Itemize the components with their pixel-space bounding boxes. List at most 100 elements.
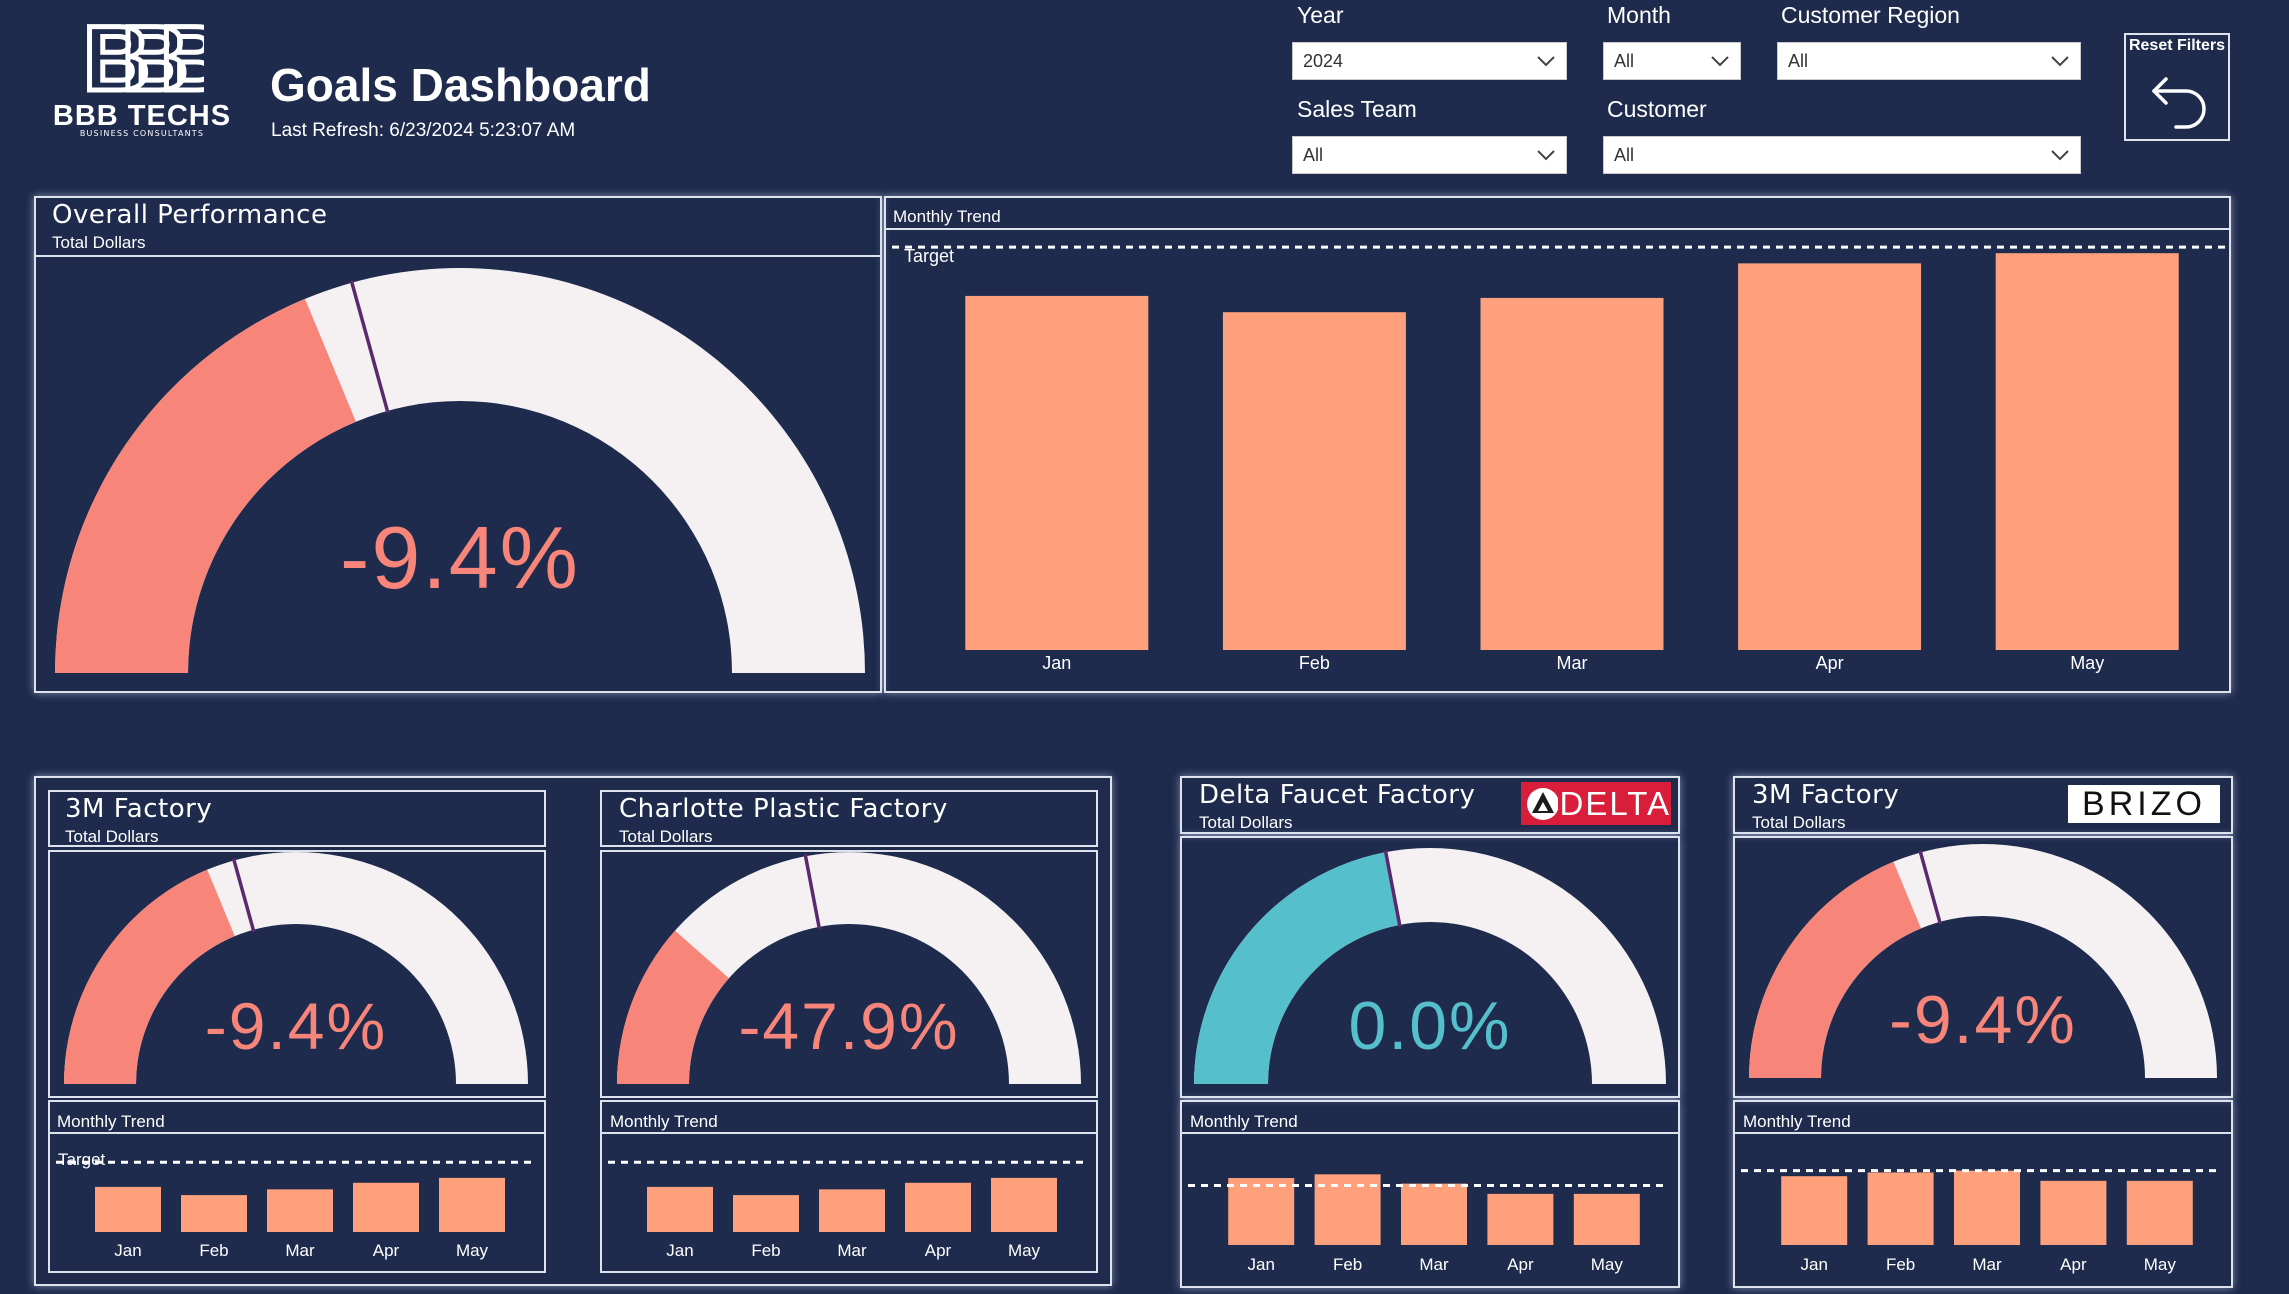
factory-2-gauge-card (600, 850, 1098, 1098)
sales-team-value: All (1303, 144, 1324, 165)
factory-group-card (34, 776, 1112, 1286)
target-label: Target (904, 246, 954, 266)
trend-axis-label: Apr (925, 1241, 952, 1260)
divider (34, 255, 882, 257)
factory-2-trend-card (600, 1100, 1098, 1273)
divider (48, 1132, 546, 1134)
factory-4-title: 3M Factory (1752, 780, 1900, 810)
trend-bar (95, 1186, 161, 1232)
gauge-percent-label: -9.4% (205, 989, 387, 1063)
gauge-percent-label: 0.0% (1349, 988, 1512, 1064)
trend-bar (819, 1189, 885, 1232)
gauge-percent-label: -47.9% (738, 989, 959, 1063)
trend-bar (1738, 263, 1922, 650)
logo-monogram: BBB (83, 8, 204, 100)
last-refresh: Last Refresh: 6/23/2024 5:23:07 AM (271, 120, 576, 141)
gauge-target-marker (349, 280, 390, 414)
trend-bar (733, 1195, 799, 1232)
trend-bar (1867, 1172, 1934, 1245)
trend-bar (267, 1189, 333, 1232)
customer-value: All (1614, 144, 1635, 165)
trend-axis-label: Feb (751, 1241, 780, 1260)
page-title: Goals Dashboard (270, 59, 651, 111)
gauge-target-marker (1383, 849, 1402, 928)
month-dropdown[interactable]: All (1603, 42, 1741, 80)
factory-2-gauge: -47.9% (617, 852, 1081, 1084)
factory-3-gauge-card (1180, 836, 1680, 1098)
divider (1733, 1132, 2233, 1134)
trend-axis-label: May (456, 1241, 489, 1260)
reset-filters-label: Reset Filters (2128, 37, 2226, 54)
factory-3-gauge: 0.0% (1194, 848, 1666, 1084)
chevron-down-icon (2040, 43, 2080, 79)
trend-axis-label: Mar (1972, 1255, 2002, 1274)
factory-1-trend-title: Monthly Trend (57, 1112, 165, 1131)
chevron-down-icon (1526, 137, 1566, 173)
sales-team-dropdown[interactable]: All (1292, 136, 1567, 174)
trend-bar (1228, 1178, 1295, 1245)
trend-axis-label: Jan (1042, 653, 1071, 673)
trend-bar (2126, 1180, 2193, 1245)
factory-4-header (1733, 776, 2233, 834)
month-label: Month (1607, 2, 1671, 28)
trend-bar (1222, 312, 1406, 650)
factory-3-trend-title: Monthly Trend (1190, 1112, 1298, 1131)
chevron-down-icon (2040, 137, 2080, 173)
factory-1-title: 3M Factory (65, 794, 213, 824)
sales-team-label: Sales Team (1297, 96, 1417, 122)
overall-trend-title: Monthly Trend (893, 207, 1001, 226)
logo-tagline: BUSINESS CONSULTANTS (79, 129, 205, 138)
trend-bar (905, 1182, 971, 1232)
trend-axis-label: Apr (373, 1241, 400, 1260)
gauge-percent-label: -9.4% (1889, 982, 2077, 1058)
trend-axis-label: Feb (1299, 653, 1330, 673)
trend-bar (1781, 1176, 1848, 1245)
factory-2-trend-plot: Jan Feb Mar Apr May (608, 1160, 1084, 1260)
reset-filters-button[interactable]: Reset Filters (2124, 33, 2230, 141)
customer-region-value: All (1788, 50, 1809, 71)
factory-3-header (1180, 776, 1680, 834)
trend-bar (965, 295, 1149, 650)
factory-1-gauge-card (48, 850, 546, 1098)
gauge-value-arc (1749, 861, 1922, 1078)
logo-name: BBB TECHS (52, 100, 232, 132)
customer-dropdown[interactable]: All (1603, 136, 2081, 174)
overall-title: Overall Performance (52, 200, 328, 230)
trend-axis-label: May (2144, 1255, 2177, 1274)
delta-logo: DELTA (1521, 782, 1671, 825)
trend-bar (1487, 1193, 1554, 1245)
trend-axis-label: Jan (114, 1241, 141, 1260)
factory-4-trend-plot: Jan Feb Mar Apr May (1741, 1169, 2221, 1274)
overall-trend-plot: Jan Feb Mar Apr May Target (892, 245, 2229, 673)
trend-bar (2040, 1180, 2107, 1245)
factory-4-trend-title: Monthly Trend (1743, 1112, 1851, 1131)
trend-axis-label: Feb (1886, 1255, 1915, 1274)
trend-axis-label: Apr (1816, 653, 1844, 673)
trend-bar (991, 1177, 1057, 1232)
factory-1-header (48, 790, 546, 847)
factory-3-trend-card (1180, 1100, 1680, 1288)
trend-axis-label: May (1591, 1255, 1624, 1274)
gauge-target-marker (1918, 850, 1942, 925)
gauge-target-marker (803, 853, 822, 930)
chevron-down-icon (1526, 43, 1566, 79)
customer-region-label: Customer Region (1781, 2, 1960, 28)
divider (1180, 1132, 1680, 1134)
customer-region-dropdown[interactable]: All (1777, 42, 2081, 80)
trend-axis-label: Apr (1507, 1255, 1534, 1274)
gauge-value-arc (1194, 852, 1400, 1084)
trend-bar (647, 1186, 713, 1232)
gauge-track (617, 852, 1081, 1084)
year-dropdown[interactable]: 2024 (1292, 42, 1567, 80)
brizo-logo-text: BRIZO (2082, 784, 2206, 823)
overall-monthly-trend-chart (884, 196, 2231, 693)
factory-1-trend-plot: Jan Feb Mar Apr May Target (56, 1150, 532, 1260)
customer-label: Customer (1607, 96, 1707, 122)
factory-2-subtitle: Total Dollars (619, 827, 713, 846)
trend-axis-label: Apr (2060, 1255, 2087, 1274)
factory-3-trend-plot: Jan Feb Mar Apr May (1188, 1174, 1668, 1274)
trend-axis-label: Jan (1800, 1255, 1827, 1274)
trend-bar (1573, 1193, 1640, 1245)
trend-axis-label: Mar (1419, 1255, 1449, 1274)
trend-bar (1480, 297, 1664, 650)
